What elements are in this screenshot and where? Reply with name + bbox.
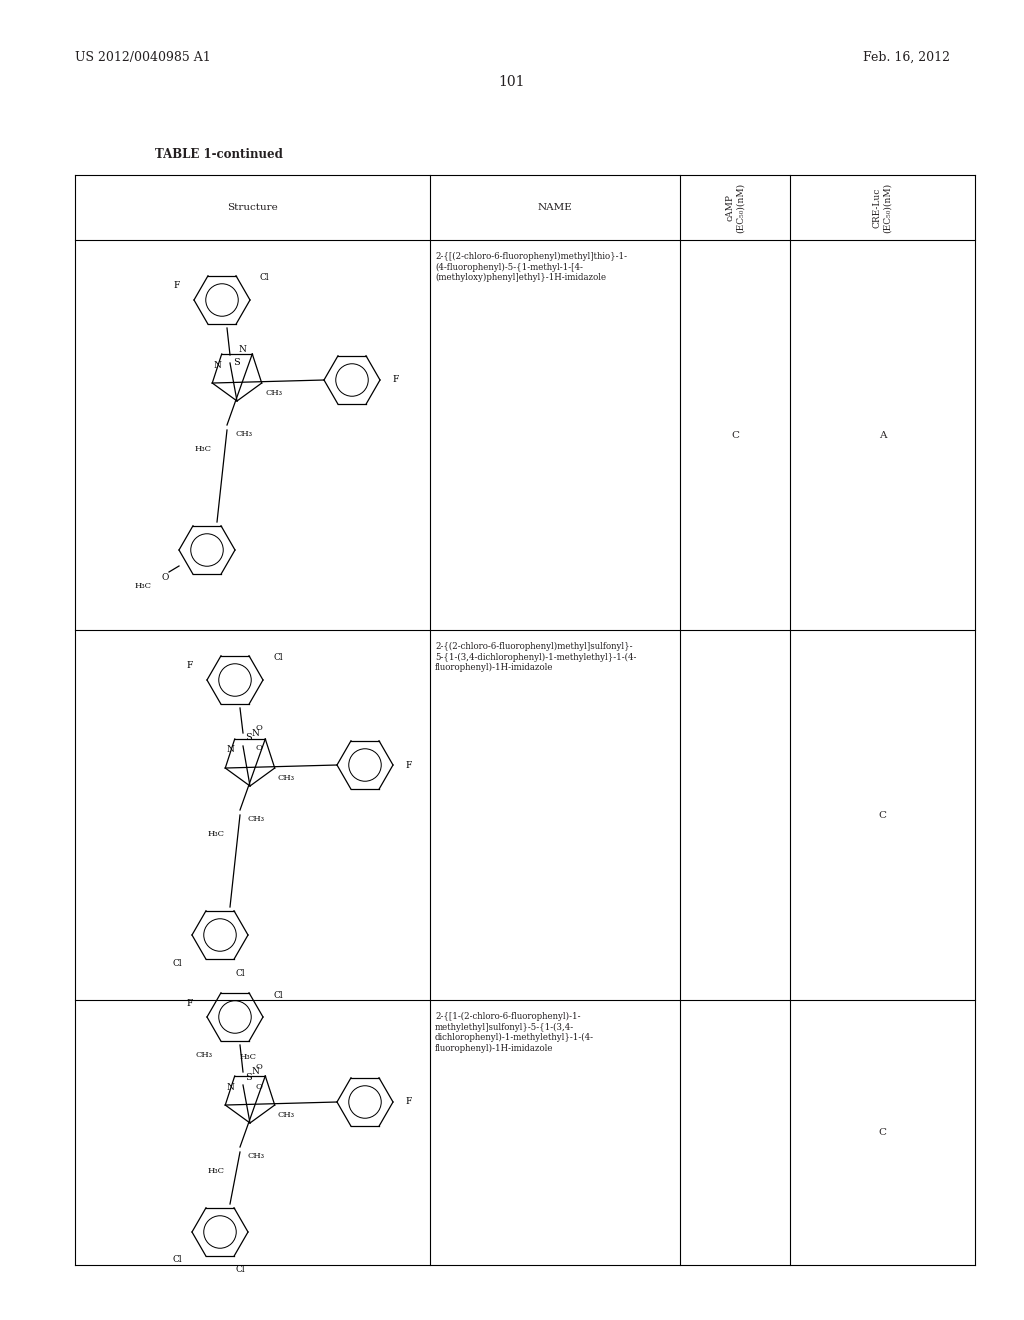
Text: N: N: [213, 360, 221, 370]
Text: O: O: [255, 723, 262, 733]
Text: Feb. 16, 2012: Feb. 16, 2012: [863, 50, 950, 63]
Text: H₃C: H₃C: [135, 582, 152, 590]
Text: S: S: [245, 734, 252, 742]
Text: H₃C: H₃C: [208, 830, 225, 838]
Text: Cl: Cl: [273, 990, 283, 999]
Text: C: C: [879, 1129, 887, 1137]
Text: CH₃: CH₃: [248, 814, 265, 822]
Text: Cl: Cl: [234, 969, 245, 978]
Text: F: F: [406, 760, 412, 770]
Text: Cl: Cl: [260, 273, 269, 282]
Text: S: S: [245, 1072, 252, 1081]
Text: C: C: [731, 430, 739, 440]
Text: A: A: [879, 430, 886, 440]
Text: H₃C: H₃C: [195, 445, 212, 453]
Text: N: N: [226, 746, 233, 755]
Text: 101: 101: [499, 75, 525, 88]
Text: F: F: [406, 1097, 412, 1106]
Text: H₃C: H₃C: [208, 1167, 225, 1175]
Text: O: O: [255, 1063, 262, 1071]
Text: CH₃: CH₃: [278, 1111, 295, 1119]
Text: S: S: [233, 358, 240, 367]
Text: CH₃: CH₃: [196, 1051, 213, 1059]
Text: O: O: [255, 1082, 262, 1092]
Text: Cl: Cl: [172, 1255, 182, 1265]
Text: CH₃: CH₃: [265, 389, 282, 397]
Text: CH₃: CH₃: [248, 1152, 265, 1160]
Text: cAMP
(EC₅₀)(nM): cAMP (EC₅₀)(nM): [725, 182, 744, 232]
Text: NAME: NAME: [538, 203, 572, 213]
Text: O: O: [255, 744, 262, 752]
Text: CH₃: CH₃: [278, 774, 295, 781]
Text: US 2012/0040985 A1: US 2012/0040985 A1: [75, 50, 211, 63]
Text: C: C: [879, 810, 887, 820]
Text: N: N: [226, 1082, 233, 1092]
Text: Cl: Cl: [273, 653, 283, 663]
Text: H₃C: H₃C: [240, 1053, 257, 1061]
Text: 2-{(2-chloro-6-fluorophenyl)methyl]sulfonyl}-
5-{1-(3,4-dichlorophenyl)-1-methyl: 2-{(2-chloro-6-fluorophenyl)methyl]sulfo…: [435, 642, 636, 672]
Text: N: N: [238, 345, 246, 354]
Text: 2-{[(2-chloro-6-fluorophenyl)methyl]thio}-1-
(4-fluorophenyl)-5-{1-methyl-1-[4-
: 2-{[(2-chloro-6-fluorophenyl)methyl]thio…: [435, 252, 627, 282]
Text: F: F: [392, 375, 398, 384]
Text: Cl: Cl: [172, 958, 182, 968]
Text: F: F: [174, 281, 180, 290]
Text: Structure: Structure: [227, 203, 278, 213]
Text: 2-{[1-(2-chloro-6-fluorophenyl)-1-
methylethyl]sulfonyl}-5-{1-(3,4-
dichlorophen: 2-{[1-(2-chloro-6-fluorophenyl)-1- methy…: [435, 1012, 594, 1053]
Text: Cl: Cl: [234, 1266, 245, 1275]
Text: F: F: [186, 998, 193, 1007]
Text: O: O: [162, 573, 169, 582]
Text: N: N: [251, 1067, 259, 1076]
Text: CH₃: CH₃: [234, 430, 252, 438]
Text: CRE-Luc
(EC₅₀)(nM): CRE-Luc (EC₅₀)(nM): [872, 182, 892, 232]
Text: N: N: [251, 730, 259, 738]
Text: F: F: [186, 661, 193, 671]
Text: TABLE 1-continued: TABLE 1-continued: [155, 149, 283, 161]
